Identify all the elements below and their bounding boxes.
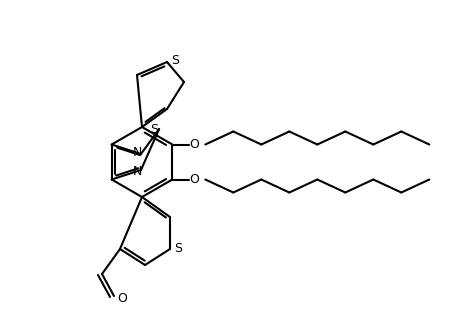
Text: N: N [132,146,142,159]
Text: O: O [189,173,199,186]
Text: S: S [171,54,179,67]
Text: S: S [150,123,158,136]
Text: O: O [117,291,127,305]
Text: S: S [174,243,182,255]
Text: N: N [132,165,142,179]
Text: O: O [189,138,199,151]
